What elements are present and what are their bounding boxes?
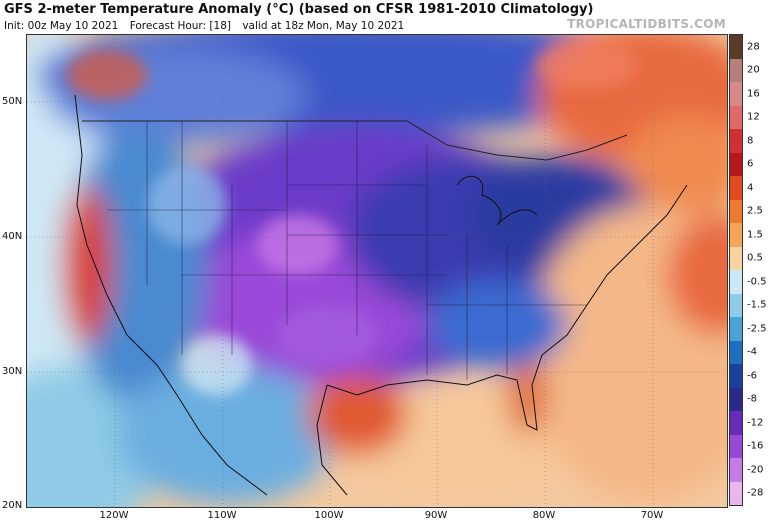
colorbar-label: -20: [747, 464, 764, 476]
lon-label-90w: 90W: [424, 510, 448, 521]
init-time: Init: 00z May 10 2021: [4, 20, 119, 32]
colorbar-cell: [730, 293, 742, 317]
colorbar-cell: [730, 317, 742, 341]
colorbar-label: 0.5: [747, 252, 763, 264]
gulf-coast-outline: [326, 184, 688, 431]
mexico-coast-outline: [316, 384, 348, 496]
colorbar-label: 12: [747, 111, 760, 123]
colorbar-cell: [730, 434, 742, 458]
colorbar-cell: [730, 58, 742, 82]
colorbar-label: -12: [747, 417, 764, 429]
colorbar-label: -28: [747, 487, 764, 499]
colorbar-cell: [730, 387, 742, 411]
colorbar-label: 2.5: [747, 205, 763, 217]
colorbar-cell: [730, 340, 742, 364]
colorbar-label: 8: [747, 135, 754, 147]
colorbar-label: 4: [747, 182, 754, 194]
colorbar-cell: [730, 35, 742, 59]
lon-label-80w: 80W: [532, 510, 556, 521]
great-lakes-outline: [456, 175, 538, 226]
colorbar-cell: [730, 481, 742, 505]
forecast-hour: Forecast Hour: [18]: [129, 20, 231, 32]
lat-label-40n: 40N: [2, 231, 23, 242]
colorbar-cell: [730, 152, 742, 176]
valid-time: valid at 18z Mon, May 10 2021: [242, 20, 405, 32]
colorbar-label: -4: [747, 346, 757, 358]
colorbar-label: 6: [747, 158, 754, 170]
colorbar-cell: [730, 246, 742, 270]
colorbar-cell: [730, 364, 742, 388]
anomaly-map: [26, 34, 728, 508]
colorbar-cell: [730, 458, 742, 482]
colorbar-label: 16: [747, 88, 760, 100]
us-canada-border: [82, 120, 628, 161]
colorbar-label: -16: [747, 440, 764, 452]
lon-label-100w: 100W: [314, 510, 344, 521]
colorbar-label: -6: [747, 370, 757, 382]
colorbar-label: -8: [747, 393, 757, 405]
colorbar-cell: [730, 411, 742, 435]
map-subtitle: Init: 00z May 10 2021 Forecast Hour: [18…: [4, 20, 412, 32]
colorbar-cell: [730, 129, 742, 153]
lat-label-20n: 20N: [2, 500, 23, 511]
colorbar-cell: [730, 105, 742, 129]
colorbar-label: -1.5: [747, 299, 767, 311]
colorbar-label: 20: [747, 64, 760, 76]
lon-label-70w: 70W: [640, 510, 664, 521]
lon-label-110w: 110W: [207, 510, 237, 521]
colorbar-cell: [730, 199, 742, 223]
colorbar-label: 1.5: [747, 229, 763, 241]
map-title: GFS 2-meter Temperature Anomaly (°C) (ba…: [4, 2, 594, 17]
colorbar-cell: [730, 176, 742, 200]
colorbar-label: 28: [747, 41, 760, 53]
colorbar-label: -0.5: [747, 276, 767, 288]
colorbar-cell: [730, 270, 742, 294]
colorbar: [729, 34, 743, 506]
colorbar-label: -2.5: [747, 323, 767, 335]
lon-label-120w: 120W: [99, 510, 129, 521]
brand-watermark: TROPICALTIDBITS.COM: [567, 17, 726, 31]
colorbar-cell: [730, 82, 742, 106]
lat-label-50n: 50N: [2, 96, 23, 107]
west-coast-outline: [74, 94, 268, 496]
lat-label-30n: 30N: [2, 366, 23, 377]
colorbar-cell: [730, 223, 742, 247]
